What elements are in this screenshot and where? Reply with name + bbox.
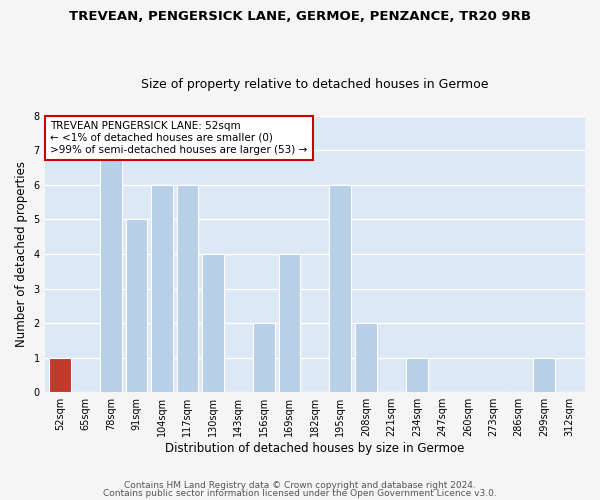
Bar [355, 323, 377, 392]
Bar [329, 185, 351, 392]
Bar [49, 358, 71, 392]
Text: TREVEAN PENGERSICK LANE: 52sqm
← <1% of detached houses are smaller (0)
>99% of : TREVEAN PENGERSICK LANE: 52sqm ← <1% of … [50, 122, 307, 154]
Bar [125, 220, 147, 392]
Bar [176, 185, 198, 392]
Bar [533, 358, 555, 392]
Text: Contains public sector information licensed under the Open Government Licence v3: Contains public sector information licen… [103, 488, 497, 498]
Bar [406, 358, 428, 392]
Text: TREVEAN, PENGERSICK LANE, GERMOE, PENZANCE, TR20 9RB: TREVEAN, PENGERSICK LANE, GERMOE, PENZAN… [69, 10, 531, 23]
X-axis label: Distribution of detached houses by size in Germoe: Distribution of detached houses by size … [165, 442, 464, 455]
Title: Size of property relative to detached houses in Germoe: Size of property relative to detached ho… [141, 78, 488, 91]
Bar [100, 150, 122, 392]
Text: Contains HM Land Registry data © Crown copyright and database right 2024.: Contains HM Land Registry data © Crown c… [124, 481, 476, 490]
Bar [202, 254, 224, 392]
Bar [253, 323, 275, 392]
Bar [278, 254, 300, 392]
Bar [151, 185, 173, 392]
Y-axis label: Number of detached properties: Number of detached properties [15, 161, 28, 347]
